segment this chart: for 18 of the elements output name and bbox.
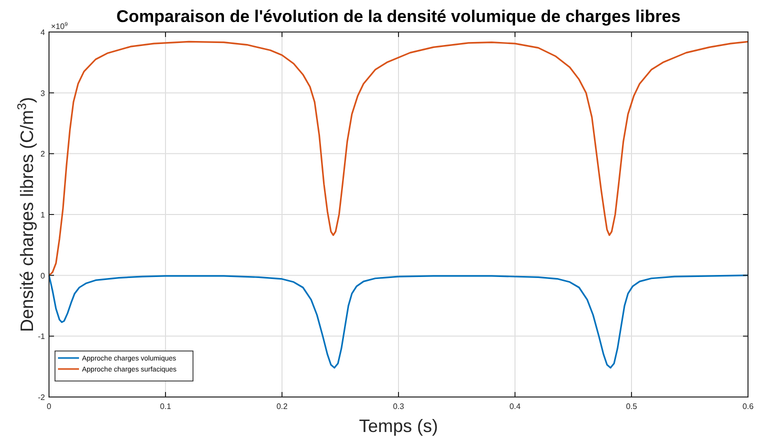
y-tick-label: 3 xyxy=(40,88,46,98)
x-tick-label: 0 xyxy=(46,402,52,411)
x-tick-label: 0.5 xyxy=(626,402,638,411)
y-tick-label: 2 xyxy=(40,150,46,159)
text: ×10$^{9}$ xyxy=(51,22,68,31)
x-axis-title: Temps (s) xyxy=(358,416,438,436)
x-tick-label: 0.1 xyxy=(160,402,172,411)
y-tick-label: -2 xyxy=(38,393,46,402)
x-tick-label: 0.3 xyxy=(392,402,405,411)
y-tick-label: 4 xyxy=(40,28,46,37)
line-series xyxy=(48,40,749,276)
x-tick-label: 0.4 xyxy=(509,402,522,411)
y-tick-label: 0 xyxy=(40,271,46,280)
chart-title: Comparaison de l'évolution de la densité volumique de charges libres xyxy=(116,7,681,26)
x-tick-label: 0.6 xyxy=(742,402,754,411)
y-tick-label: -1 xyxy=(38,332,46,342)
y-tick-label: 1 xyxy=(40,210,46,220)
x-tick-label: 0.2 xyxy=(276,402,288,411)
